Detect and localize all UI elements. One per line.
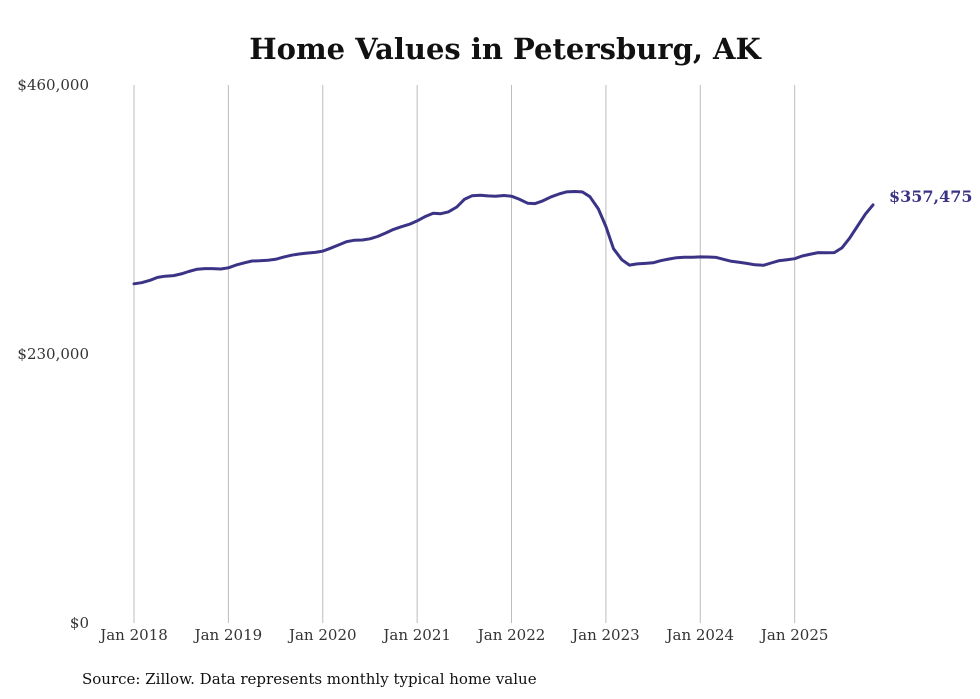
source-note: Source: Zillow. Data represents monthly …	[82, 670, 537, 688]
y-tick-label: $230,000	[17, 345, 89, 363]
x-tick-label: Jan 2018	[98, 626, 168, 644]
latest-value-label: $357,475	[889, 187, 973, 206]
x-tick-label: Jan 2024	[665, 626, 735, 644]
x-tick-label: Jan 2020	[287, 626, 357, 644]
x-tick-label: Jan 2022	[476, 626, 546, 644]
x-tick-label: Jan 2019	[193, 626, 263, 644]
y-axis-tick-labels: $0 $230,000 $460,000	[17, 76, 89, 632]
x-tick-label: Jan 2021	[381, 626, 451, 644]
home-value-line	[132, 190, 875, 286]
y-tick-label: $460,000	[17, 76, 89, 94]
y-tick-label: $0	[70, 614, 89, 632]
chart-title: Home Values in Petersburg, AK	[249, 32, 762, 66]
x-axis-tick-labels: Jan 2018 Jan 2019 Jan 2020 Jan 2021 Jan 2022…	[98, 626, 828, 644]
x-tick-label: Jan 2023	[570, 626, 640, 644]
vertical-gridlines	[133, 85, 796, 623]
x-tick-label: Jan 2025	[759, 626, 829, 644]
